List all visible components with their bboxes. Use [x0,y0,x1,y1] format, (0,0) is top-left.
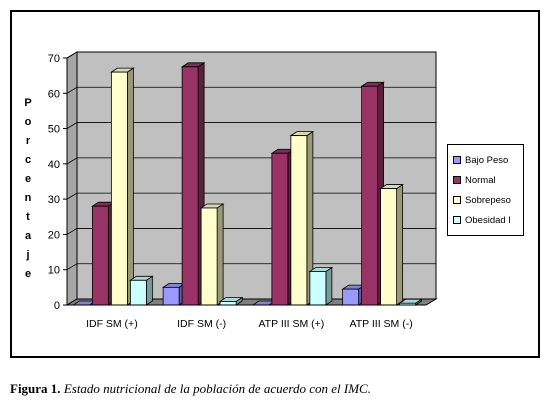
y-tick-label: 70 [48,53,60,65]
gridlines [66,51,436,271]
bar-sobrepeso [379,183,404,306]
legend-label: Obesidad I [465,214,511,226]
y-tick-label: 40 [48,159,60,171]
x-tick-label: IDF SM (+) [86,318,138,330]
legend-item: Sobrepeso [453,190,523,210]
y-axis-label-letter: o [25,116,32,128]
y-axis-label-letter: a [25,230,32,242]
y-tick-label: 20 [48,229,60,241]
gridline [66,122,436,129]
y-axis-label-letter: n [25,192,32,204]
bars [72,62,423,306]
y-axis-label-letter: P [24,97,31,109]
caption-text: Estado nutricional de la población de ac… [63,381,371,396]
bar-sobrepeso [289,130,315,306]
gridline [66,228,436,235]
bar-obesidad-i [308,266,334,306]
bar-obesidad-i [218,296,244,306]
caption-label: Figura 1. [10,381,61,396]
legend-item: Bajo Peso [453,150,523,170]
legend-label: Bajo Peso [465,154,509,166]
y-tick-label: 10 [48,265,60,277]
x-tick-label: ATP III SM (-) [350,318,413,330]
legend-swatch [453,156,461,164]
bar-obesidad-i [398,298,423,306]
bar-obesidad-i [129,275,154,306]
y-axis-label-letter: r [26,135,31,147]
gridline [66,192,436,200]
legend-swatch [453,176,461,184]
legend-label: Normal [465,174,496,186]
y-axis-label-letter: j [25,249,29,261]
gridline [66,86,436,94]
x-axis: IDF SM (+) IDF SM (-) ATP III SM (+) ATP II… [67,304,426,330]
figure-caption: Figura 1. Estado nutricional de la pobla… [10,381,371,397]
y-axis-label-letter: c [25,154,31,166]
legend-label: Sobrepeso [465,194,511,206]
y-axis-label-letter: e [25,173,31,185]
y-tick-label: 0 [54,300,60,312]
y-tick-label: 50 [48,124,60,136]
gridline [66,51,436,59]
bar-sobrepeso [199,203,225,306]
legend-item: Obesidad I [453,210,523,230]
x-tick-label: ATP III SM (+) [258,318,324,330]
x-tick-label: IDF SM (-) [177,318,226,330]
legend-swatch [453,196,461,204]
legend: Bajo Peso Normal Sobrepeso Obesidad I [447,144,524,236]
y-axis-label-letter: t [26,211,30,223]
y-tick-label: 60 [48,88,60,100]
gridline [66,157,436,165]
legend-item: Normal [453,170,523,190]
y-tick-label: 30 [48,194,60,206]
bar-sobrepeso [110,67,135,306]
y-axis-label-letter: e [25,268,31,280]
legend-swatch [453,216,461,224]
y-axis: 0 10 20 30 40 50 60 70 [48,53,68,312]
gridline [66,263,436,271]
